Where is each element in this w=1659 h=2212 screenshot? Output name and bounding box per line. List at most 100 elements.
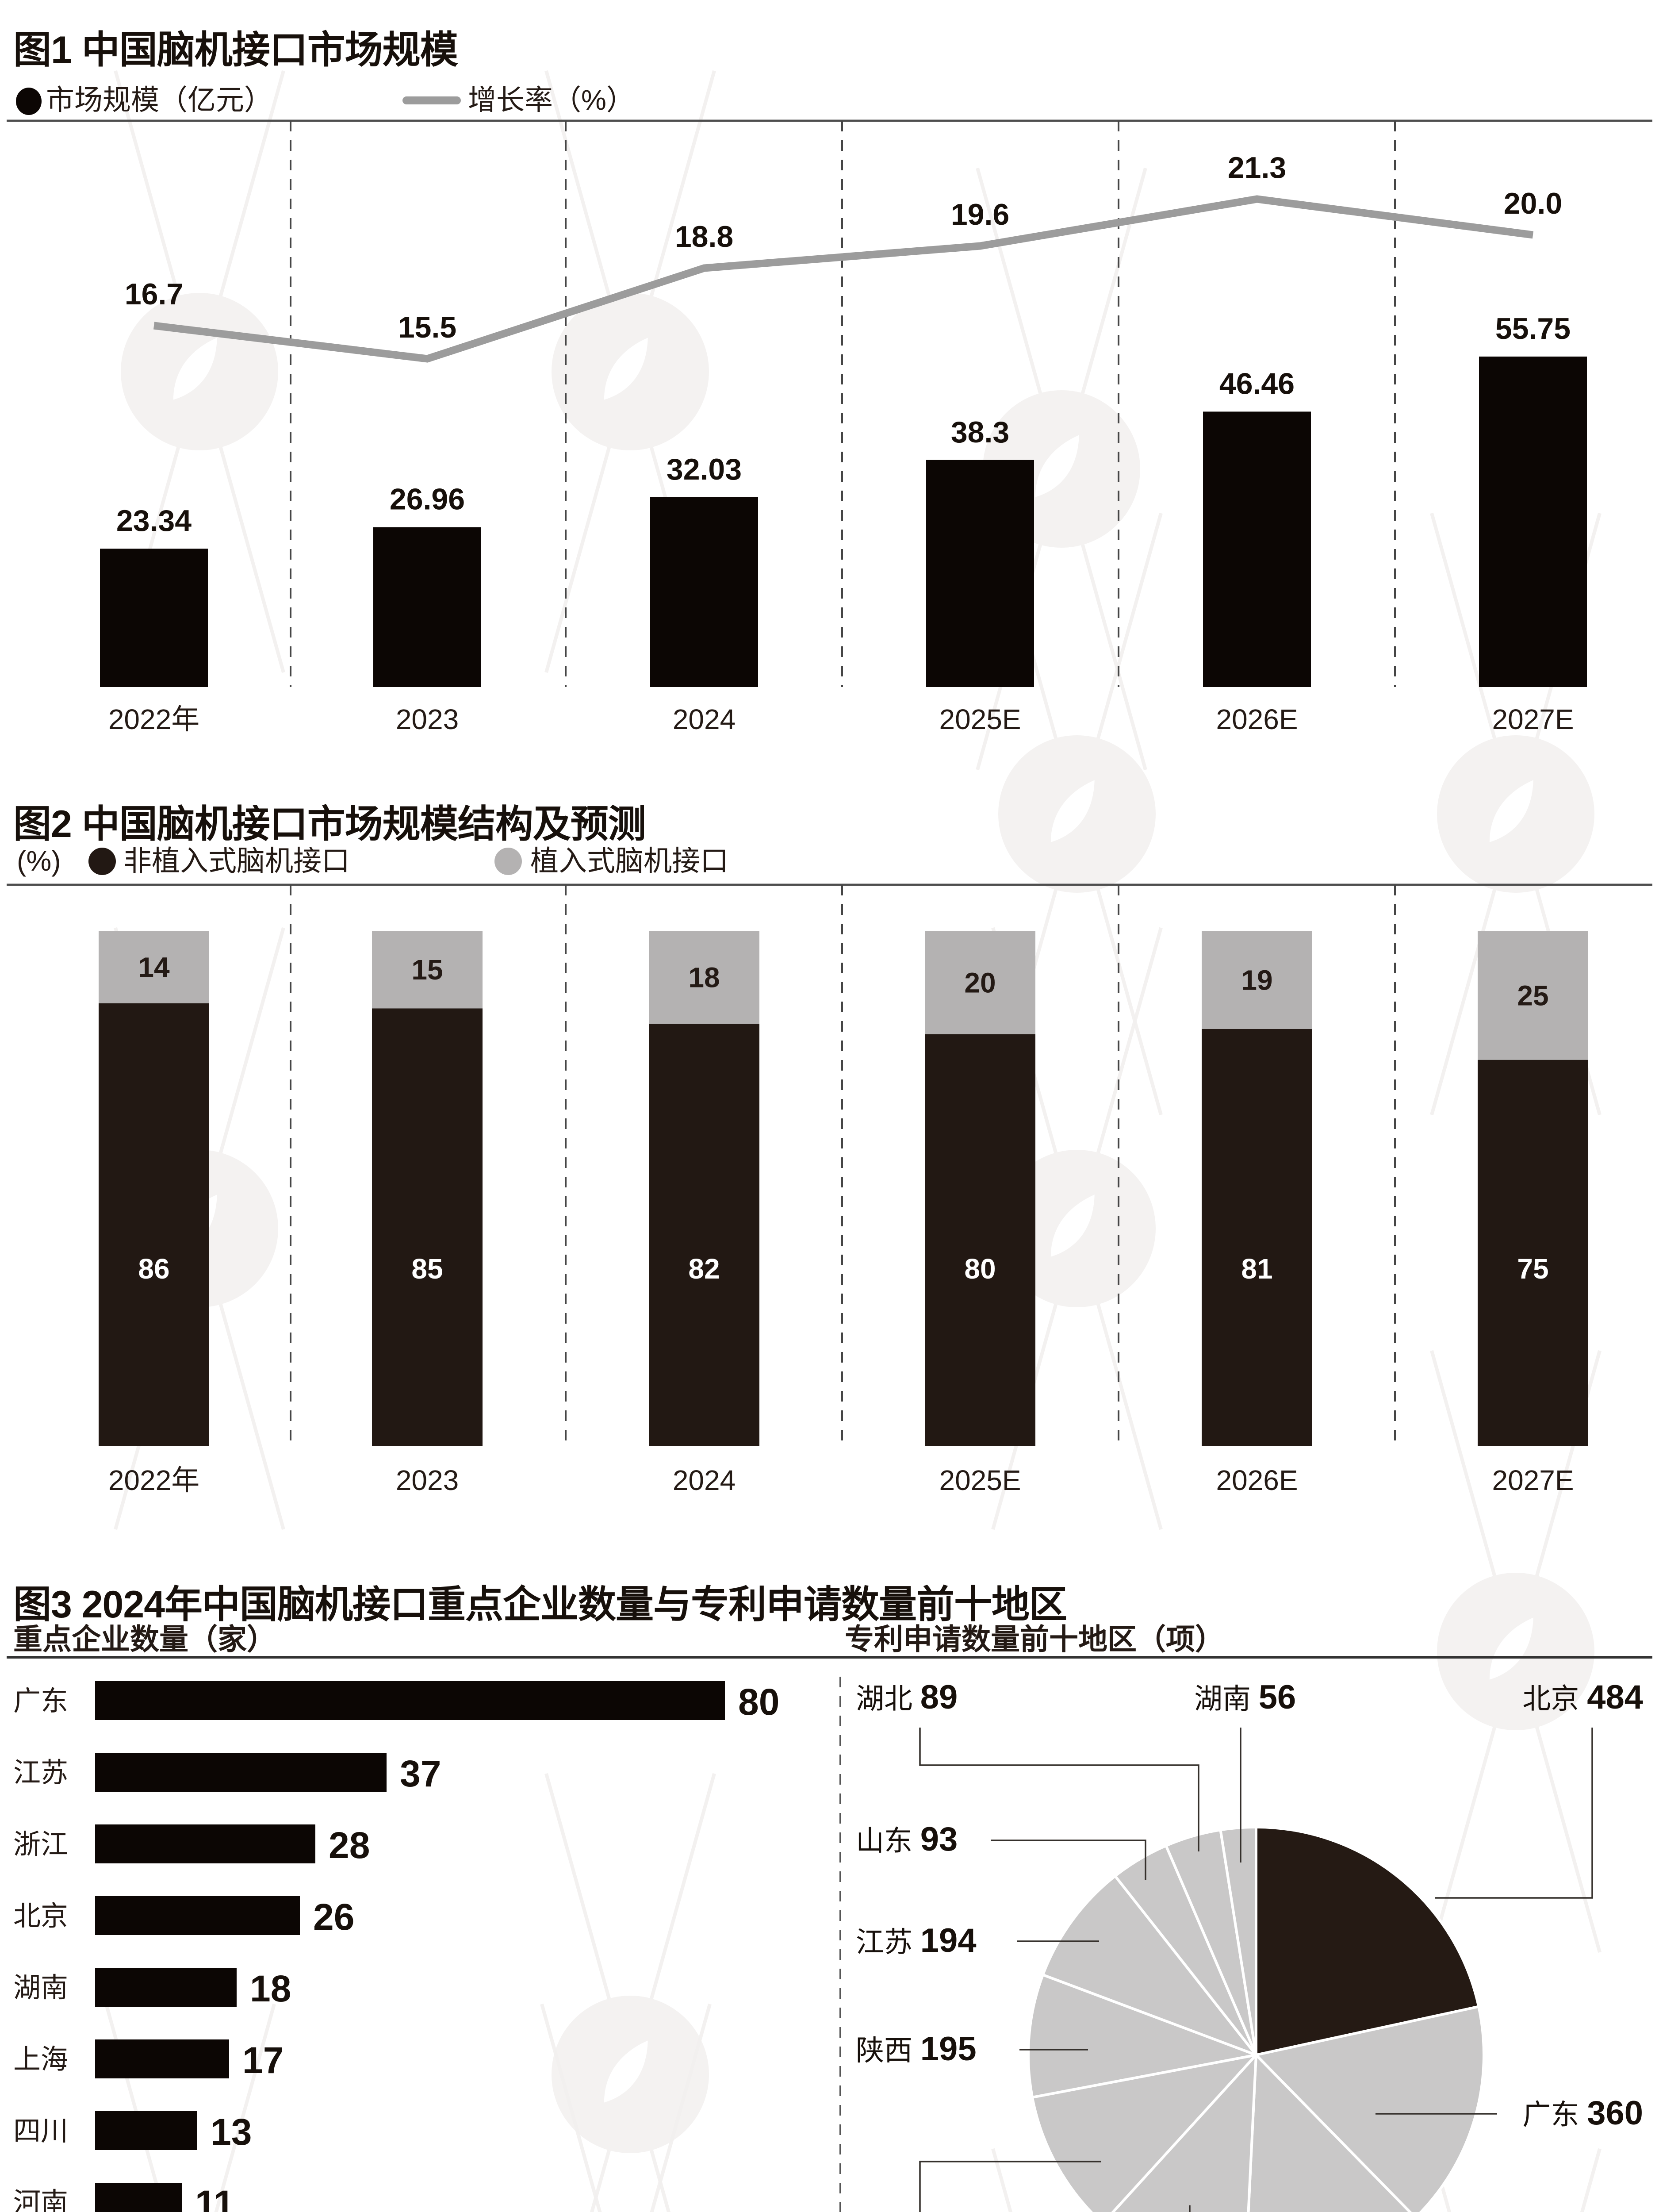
invasive-segment xyxy=(1202,931,1312,1029)
company-count-value: 17 xyxy=(242,2039,284,2081)
chart1-canvas: 23.34 2022年 26.96 2023 32.03 2024 38.3 2025E 46.… xyxy=(7,119,1652,735)
invasive-value-label: 14 xyxy=(138,951,170,983)
pie-label-湖北: 湖北 89 xyxy=(856,1678,958,1716)
pie-slice-天津 xyxy=(1247,2054,1412,2212)
company-count-bar xyxy=(95,1968,237,2007)
market-size-bar xyxy=(1203,411,1311,687)
noninvasive-value-label: 75 xyxy=(1517,1253,1548,1285)
market-size-bar xyxy=(650,497,758,687)
legend-dot-invasive xyxy=(494,848,522,875)
growth-point-label: 18.8 xyxy=(675,220,733,253)
legend-label-invasive: 植入式脑机接口 xyxy=(530,845,728,877)
legend-dot-noninvasive xyxy=(88,848,116,875)
category-label: 2024 xyxy=(673,703,736,735)
bar-value-label: 46.46 xyxy=(1219,367,1295,400)
pie-slice-广东 xyxy=(1255,2005,1486,2212)
bar-value-label: 55.75 xyxy=(1495,312,1571,346)
company-count-value: 18 xyxy=(250,1968,291,2009)
category-label: 2026E xyxy=(1216,1464,1298,1496)
invasive-segment xyxy=(99,931,209,1003)
pie-slice-上海 xyxy=(1031,2054,1257,2212)
bar-value-label: 23.34 xyxy=(116,504,192,538)
leader-line-北京 xyxy=(1435,1728,1593,1899)
noninvasive-segment xyxy=(372,1008,483,1446)
company-count-value: 26 xyxy=(313,1896,354,1938)
market-size-bar xyxy=(373,527,481,687)
leader-line-上海 xyxy=(919,2161,1101,2212)
pie-slice-北京 xyxy=(1255,1826,1480,2056)
pie-slice-湖南 xyxy=(1219,1825,1257,2056)
pie-label-山东: 山东 93 xyxy=(856,1820,958,1858)
chart3-canvas: 广东80江苏37浙江28北京26湖南18上海17四川13河南11河北10湖北9北… xyxy=(7,1656,1652,2212)
noninvasive-value-label: 85 xyxy=(411,1253,443,1285)
legend-label-market-size: 市场规模（亿元） xyxy=(46,84,272,116)
watermark-logo xyxy=(104,2003,276,2212)
company-count-value: 37 xyxy=(400,1753,441,1794)
figure3-title: 图3 2024年中国脑机接口重点企业数量与专利申请数量前十地区 xyxy=(13,1583,1067,1626)
noninvasive-segment xyxy=(99,1003,209,1446)
watermark-logo xyxy=(991,927,1163,1530)
province-label: 上海 xyxy=(13,2044,68,2075)
category-label: 2025E xyxy=(939,703,1021,735)
figure1-title: 图1 中国脑机接口市场规模 xyxy=(13,29,458,71)
subtitle-patent-regions: 专利申请数量前十地区（项） xyxy=(845,1623,1224,1655)
category-label: 2027E xyxy=(1492,703,1574,735)
category-label: 2024 xyxy=(673,1464,736,1496)
noninvasive-value-label: 81 xyxy=(1241,1253,1272,1285)
pie-label-湖南: 湖南 56 xyxy=(1194,1678,1296,1716)
invasive-segment xyxy=(649,931,759,1024)
company-count-bar xyxy=(95,1753,387,1792)
figure1-legend: 市场规模（亿元） 增长率（%） xyxy=(0,82,1659,118)
province-label: 浙江 xyxy=(13,1829,68,1860)
noninvasive-value-label: 82 xyxy=(688,1253,720,1285)
leader-line-湖北 xyxy=(919,1728,1199,1851)
growth-point-label: 19.6 xyxy=(951,198,1009,231)
invasive-value-label: 19 xyxy=(1241,964,1272,996)
province-label: 四川 xyxy=(13,2116,68,2147)
pie-slice-江苏 xyxy=(1041,1874,1257,2056)
growth-point-label: 21.3 xyxy=(1228,151,1286,184)
company-count-bar xyxy=(95,2111,197,2150)
legend-dot-market-size xyxy=(16,88,42,115)
company-count-value: 80 xyxy=(738,1681,779,1723)
category-label: 2023 xyxy=(396,703,459,735)
legend-label-growth-rate: 增长率（%） xyxy=(468,84,635,116)
pie-slice-陕西 xyxy=(1027,1973,1257,2099)
noninvasive-segment xyxy=(1478,1060,1588,1446)
pie-label-北京: 北京 484 xyxy=(1522,1678,1643,1716)
chart2-canvas: 14 86 2022年 15 85 2023 18 82 2024 20 80 2025E 19 81 20… xyxy=(7,883,1652,1496)
market-size-bar xyxy=(100,549,208,687)
invasive-segment xyxy=(925,931,1035,1034)
category-label: 2026E xyxy=(1216,703,1298,735)
subtitle-company-count: 重点企业数量（家） xyxy=(13,1623,276,1655)
market-size-bar xyxy=(1479,356,1587,687)
noninvasive-segment xyxy=(649,1024,759,1446)
company-count-bar xyxy=(95,2039,229,2078)
legend-label-noninvasive: 非植入式脑机接口 xyxy=(123,845,350,877)
invasive-value-label: 20 xyxy=(964,967,996,998)
category-label: 2023 xyxy=(396,1464,459,1496)
growth-point-label: 15.5 xyxy=(398,311,456,344)
leader-line-山东 xyxy=(991,1839,1146,1880)
invasive-segment xyxy=(372,931,483,1009)
market-size-bar xyxy=(926,460,1034,687)
pie-label-陕西: 陕西 195 xyxy=(856,2030,977,2068)
noninvasive-segment xyxy=(925,1034,1035,1446)
pie-label-江苏: 江苏 194 xyxy=(856,1922,977,1959)
province-label: 江苏 xyxy=(13,1758,68,1788)
category-label: 2022年 xyxy=(108,703,199,735)
invasive-value-label: 18 xyxy=(688,962,720,994)
invasive-segment xyxy=(1478,931,1588,1060)
company-count-value: 28 xyxy=(329,1824,370,1866)
watermark-logo xyxy=(540,2003,712,2212)
province-label: 湖南 xyxy=(13,1973,68,2003)
figure2-title: 图2 中国脑机接口市场规模结构及预测 xyxy=(13,803,646,845)
category-label: 2025E xyxy=(939,1464,1021,1496)
watermark-logo xyxy=(1430,1350,1602,1953)
category-label: 2022年 xyxy=(108,1464,199,1496)
province-label: 北京 xyxy=(13,1901,68,1932)
watermark-logo xyxy=(544,1773,716,2212)
noninvasive-value-label: 86 xyxy=(138,1253,169,1285)
company-count-value: 11 xyxy=(195,2183,234,2212)
